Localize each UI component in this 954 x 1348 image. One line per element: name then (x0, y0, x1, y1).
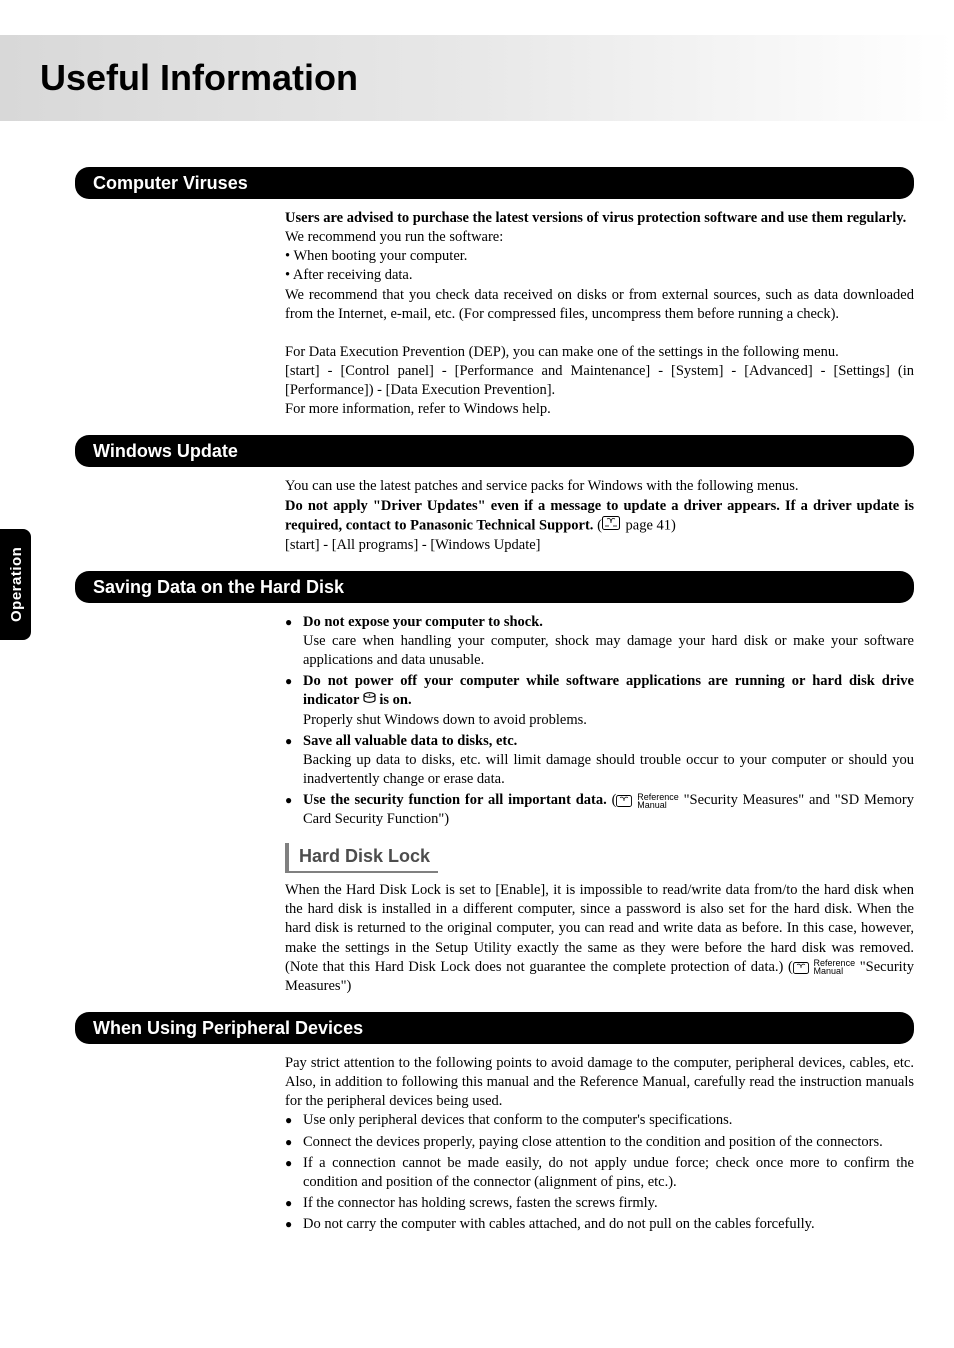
sub-header-hdd-lock: Hard Disk Lock (285, 843, 438, 873)
section-body-windows-update: You can use the latest patches and servi… (75, 477, 914, 555)
viruses-rec-item2: • After receiving data. (285, 266, 914, 285)
viruses-dep-para1: For Data Execution Prevention (DEP), you… (285, 343, 914, 362)
wu-para1: You can use the latest patches and servi… (285, 477, 914, 496)
saving-bullet-4: Use the security function for all import… (285, 791, 914, 829)
viruses-dep-para3: For more information, refer to Windows h… (285, 400, 914, 419)
peripheral-bullet-5: Do not carry the computer with cables at… (285, 1215, 914, 1234)
peripheral-bullet-3: If a connection cannot be made easily, d… (285, 1154, 914, 1192)
section-header-peripheral: When Using Peripheral Devices (75, 1012, 914, 1044)
viruses-intro-bold: Users are advised to purchase the latest… (285, 210, 906, 226)
peripheral-bullet-4: If the connector has holding screws, fas… (285, 1194, 914, 1213)
saving-bullet-2: Do not power off your computer while sof… (285, 672, 914, 729)
viruses-rec-para: We recommend that you check data receive… (285, 286, 914, 324)
reference-manual-text: ReferenceManual (637, 793, 679, 809)
peripheral-intro: Pay strict attention to the following po… (285, 1054, 914, 1111)
viruses-rec-intro: We recommend you run the software: (285, 228, 914, 247)
reference-manual-icon (616, 791, 632, 810)
viruses-dep-para2: [start] - [Control panel] - [Performance… (285, 362, 914, 400)
hdd-indicator-icon (363, 691, 376, 710)
section-header-viruses: Computer Viruses (75, 167, 914, 199)
saving-bullet-1: Do not expose your computer to shock. Us… (285, 613, 914, 670)
wu-para2: Do not apply "Driver Updates" even if a … (285, 497, 914, 536)
page-content: Computer Viruses Users are advised to pu… (0, 121, 954, 1290)
section-body-peripheral: Pay strict attention to the following po… (75, 1054, 914, 1234)
page-title-bar: Useful Information (0, 35, 954, 121)
section-header-windows-update: Windows Update (75, 435, 914, 467)
peripheral-bullet-2: Connect the devices properly, paying clo… (285, 1133, 914, 1152)
page-title: Useful Information (40, 57, 954, 99)
reference-manual-text: ReferenceManual (814, 959, 856, 975)
page-ref-icon (602, 516, 620, 536)
side-tab-operation: Operation (0, 529, 31, 640)
wu-para3: [start] - [All programs] - [Windows Upda… (285, 536, 914, 555)
hdl-para: When the Hard Disk Lock is set to [Enabl… (285, 881, 914, 996)
peripheral-bullet-1: Use only peripheral devices that conform… (285, 1111, 914, 1130)
section-header-saving-data: Saving Data on the Hard Disk (75, 571, 914, 603)
section-body-viruses: Users are advised to purchase the latest… (75, 209, 914, 419)
saving-bullet-3: Save all valuable data to disks, etc. Ba… (285, 732, 914, 789)
reference-manual-icon (793, 958, 809, 977)
section-body-saving-data: Do not expose your computer to shock. Us… (75, 613, 914, 996)
viruses-rec-item1: • When booting your computer. (285, 247, 914, 266)
